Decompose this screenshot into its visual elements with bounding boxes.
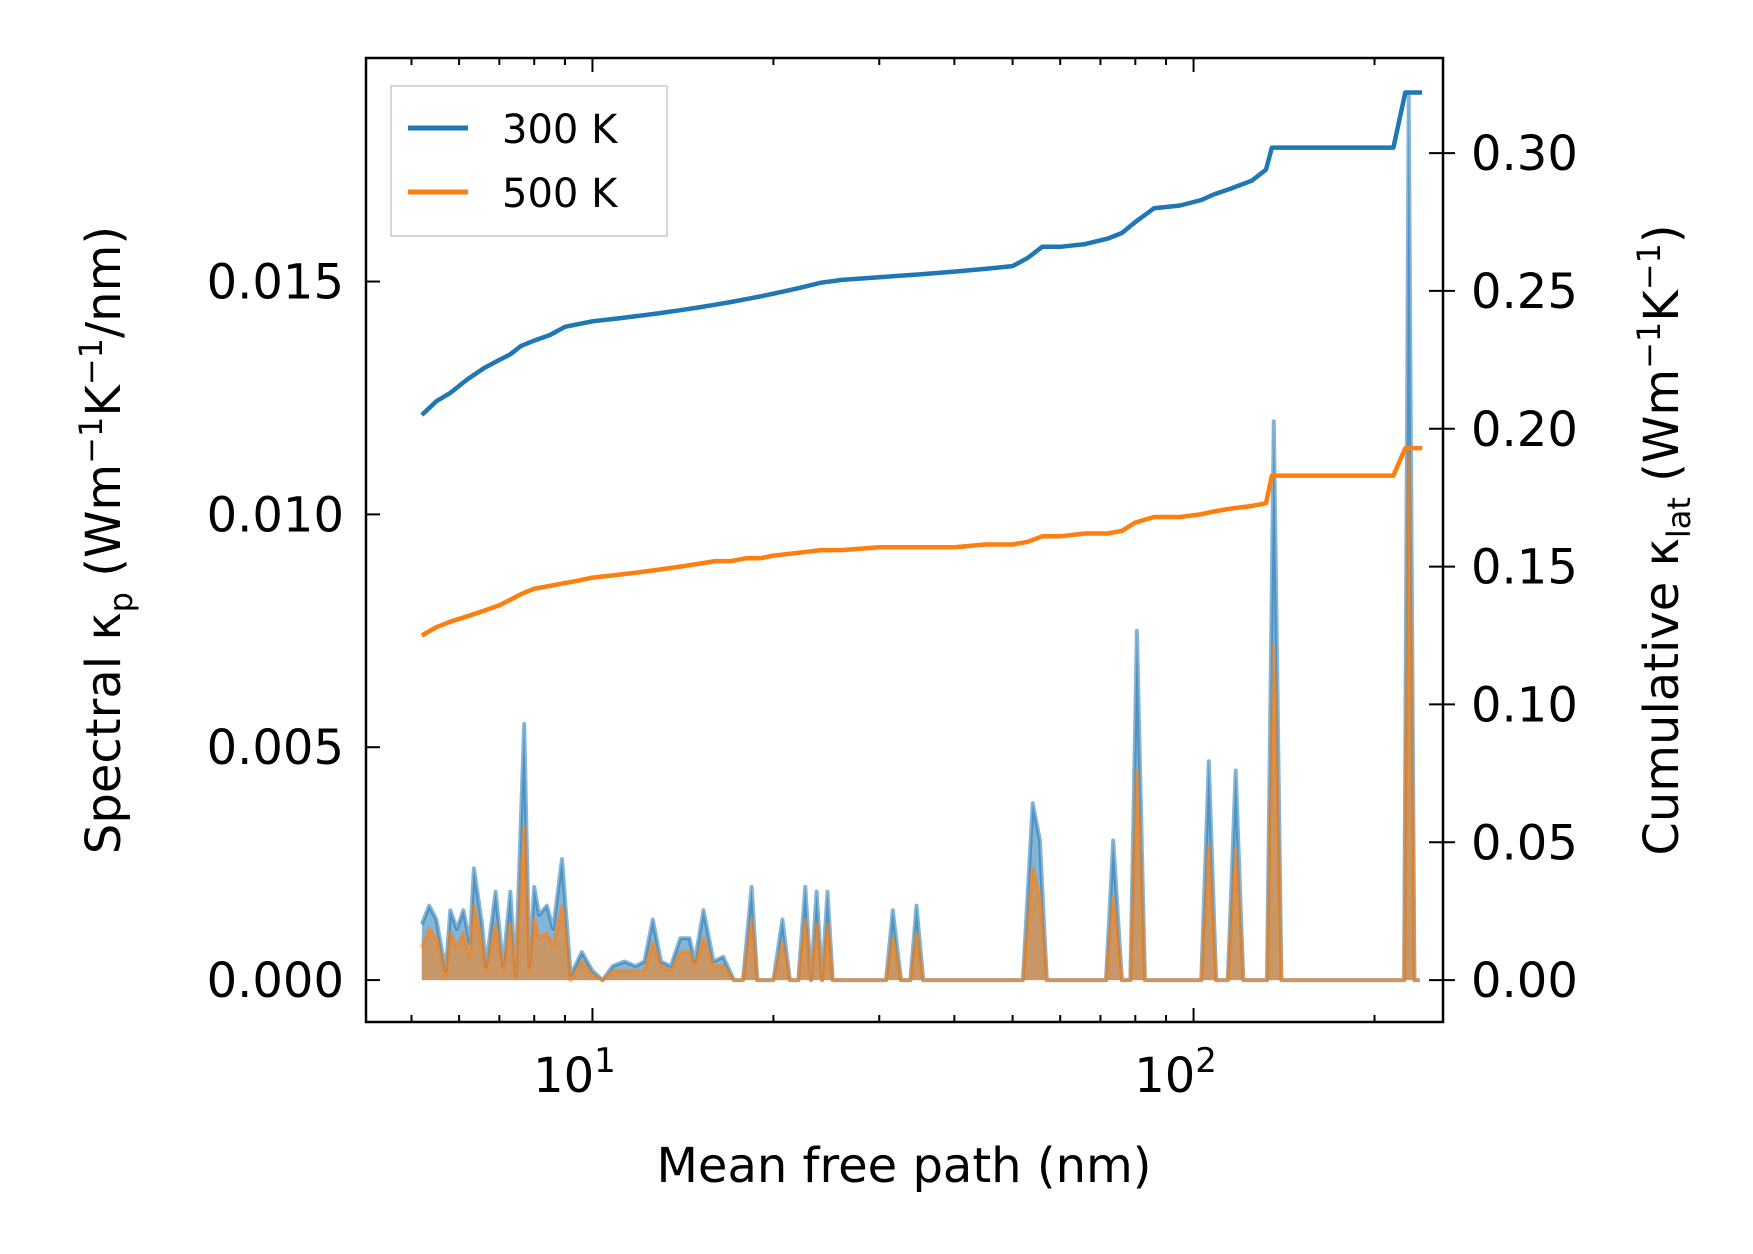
y-tick-label-right: 0.20 — [1471, 402, 1578, 458]
y-tick-label-right: 0.25 — [1471, 264, 1578, 320]
cumulative-line-300k — [420, 90, 1423, 417]
y-tick-label-right: 0.10 — [1471, 677, 1578, 733]
plot-frame — [364, 56, 1445, 1024]
y-tick-label-left: 0.015 — [207, 255, 344, 311]
y-tick-label-right: 0.00 — [1471, 953, 1578, 1009]
legend-label-500k: 500 K — [502, 171, 619, 217]
y-tick-label-right: 0.15 — [1471, 540, 1578, 596]
spectral-line-500k — [419, 451, 1420, 983]
y-axis-label-left: Spectral κp​ (Wm−1​K−1​/nm) — [72, 226, 140, 854]
spectral-area-500k — [421, 453, 1420, 981]
cumulative-layer — [420, 90, 1423, 638]
legend: 300 K 500 K — [390, 85, 668, 237]
spectral-layer — [419, 93, 1420, 983]
y-tick-label-left: 0.000 — [207, 953, 344, 1009]
ticks-layer: 101 102 0.000 0.005 0.010 0.015 0.00 0.05 0.10 0.… — [207, 58, 1578, 1104]
x-tick-label: 101 — [533, 1041, 616, 1104]
y-tick-label-left: 0.005 — [207, 720, 344, 776]
legend-box — [390, 85, 668, 237]
y-tick-label-right: 0.30 — [1471, 126, 1578, 182]
x-tick-label: 102 — [1134, 1041, 1217, 1104]
cumulative-line-500k — [420, 445, 1423, 638]
y-tick-label-right: 0.05 — [1471, 815, 1578, 871]
x-axis-label: Mean free path (nm) — [657, 1138, 1152, 1194]
legend-label-300k: 300 K — [502, 107, 619, 153]
y-axis-label-right: Cumulative κlat​ (Wm−1​K−1​) — [1630, 224, 1698, 855]
y-tick-label-left: 0.010 — [207, 487, 344, 543]
